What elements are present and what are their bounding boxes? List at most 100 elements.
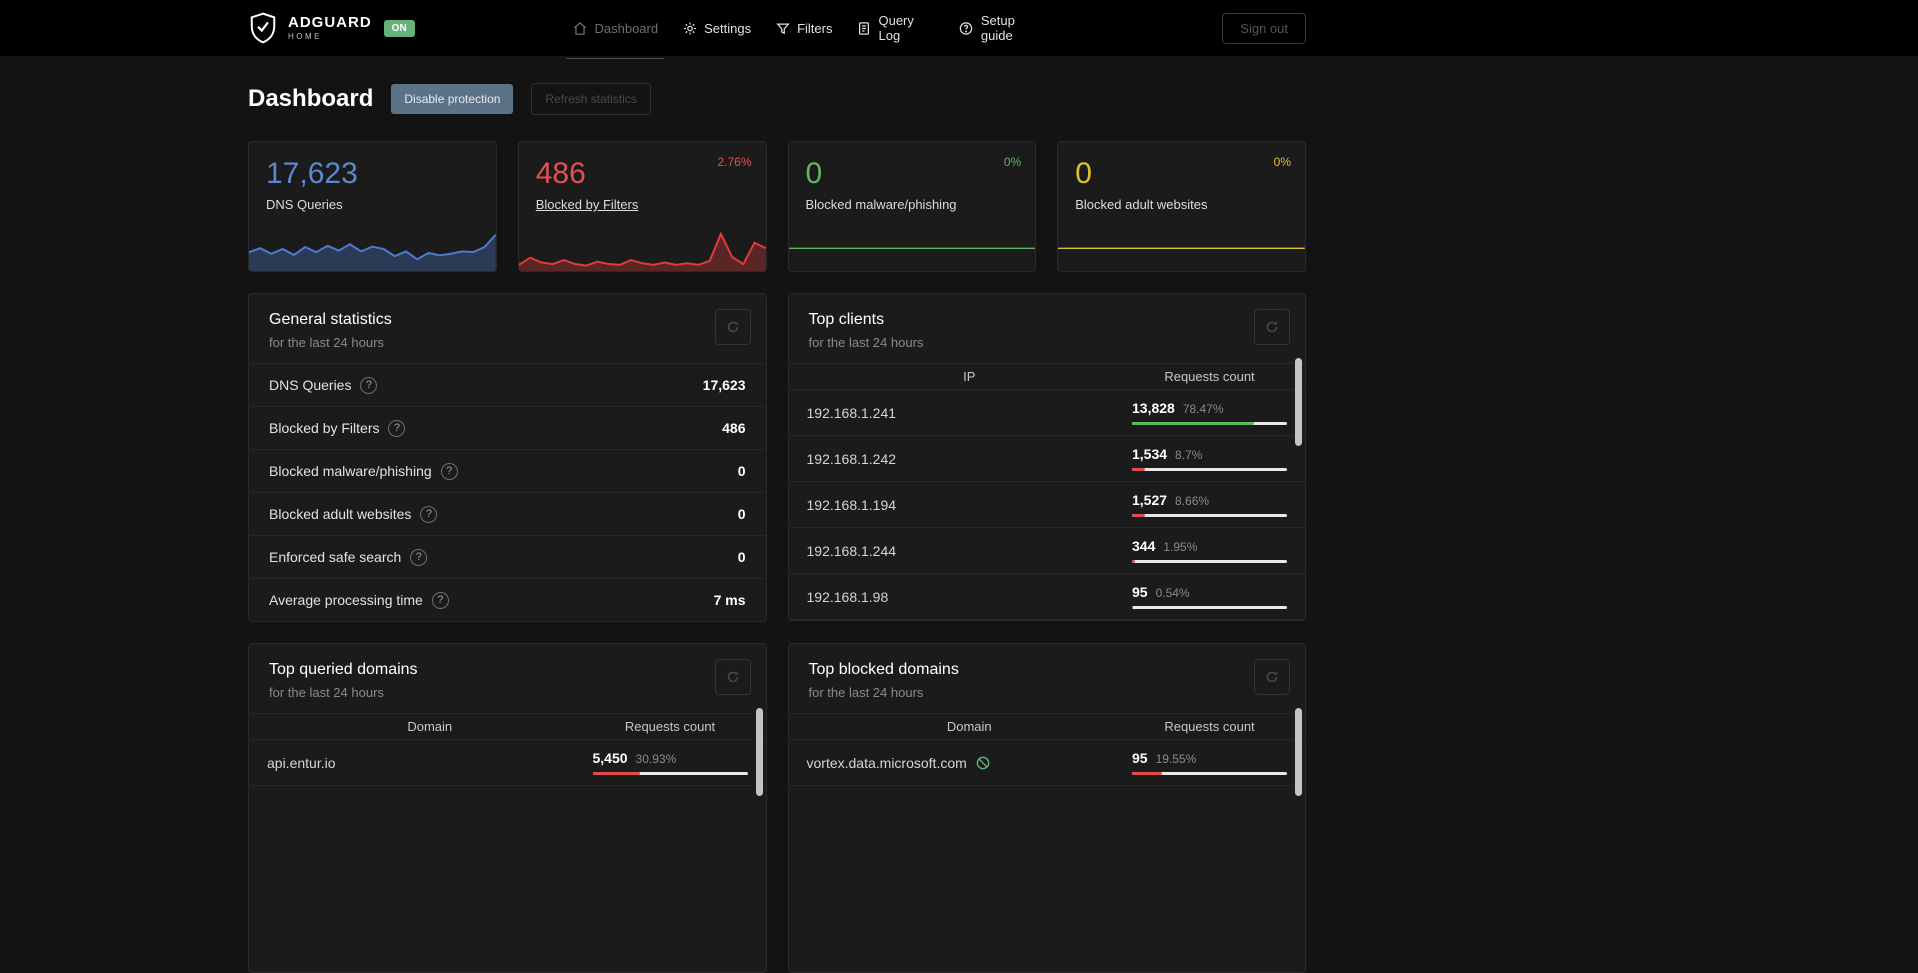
nav-item-dashboard[interactable]: Dashboard (561, 0, 671, 59)
blocked-malware-sparkline (789, 241, 1036, 249)
help-icon[interactable]: ? (440, 462, 458, 480)
card-title: General statistics (269, 311, 392, 328)
requests-count: 95 (1132, 584, 1148, 600)
nav-item-label: Query Log (878, 13, 914, 43)
stat-value: 17,623 (702, 377, 746, 393)
general-statistics-card: General statistics for the last 24 hours… (248, 293, 767, 622)
card-title: Top blocked domains (808, 661, 959, 678)
requests-count: 1,527 (1132, 492, 1168, 508)
refresh-icon-button[interactable] (714, 309, 751, 345)
client-ip[interactable]: 192.168.1.98 (806, 588, 889, 605)
card-subtitle: for the last 24 hours (269, 685, 384, 700)
nav-item-setup-guide[interactable]: Setup guide (947, 0, 1058, 56)
top-clients-card: Top clients for the last 24 hours IP Req… (787, 293, 1306, 621)
client-ip[interactable]: 192.168.1.242 (806, 450, 897, 467)
stat-label: DNS Queries (269, 377, 352, 393)
column-header-requests: Requests count (624, 719, 716, 734)
help-icon[interactable]: ? (360, 376, 378, 394)
refresh-icon (727, 321, 738, 333)
blocked-malware-label: Blocked malware/phishing (805, 197, 957, 212)
requests-bar (1132, 422, 1287, 425)
disable-protection-button[interactable]: Disable protection (391, 84, 514, 114)
requests-bar (1132, 606, 1287, 609)
requests-bar (1132, 514, 1287, 517)
blocked-adult-percent: 0% (1273, 155, 1291, 169)
dashboard-icon (573, 21, 588, 36)
unblock-domain-icon[interactable] (975, 755, 991, 771)
stat-value: 0 (737, 549, 746, 565)
requests-percent: 30.93% (635, 752, 677, 766)
brand-title: ADGUARD (288, 14, 372, 31)
stat-label: Average processing time (269, 592, 423, 608)
blocked-by-filters-value: 486 (535, 157, 586, 190)
client-row: 192.168.1.194 1,527 8.66% (788, 482, 1305, 528)
refresh-statistics-button[interactable]: Refresh statistics (531, 83, 651, 115)
refresh-icon-button[interactable] (1254, 659, 1290, 695)
requests-percent: 8.66% (1175, 494, 1210, 508)
help-icon[interactable]: ? (410, 548, 428, 566)
requests-count: 1,534 (1132, 446, 1168, 462)
scrollbar[interactable] (1295, 708, 1302, 796)
help-icon[interactable]: ? (431, 591, 449, 609)
stat-row: Blocked adult websites? 0 (249, 492, 766, 535)
stat-label: Enforced safe search (269, 549, 402, 565)
nav-item-settings[interactable]: Settings (670, 0, 763, 56)
requests-count: 344 (1132, 538, 1156, 554)
domain-name[interactable]: vortex.data.microsoft.com (806, 754, 967, 771)
help-icon[interactable]: ? (388, 419, 406, 437)
client-ip[interactable]: 192.168.1.241 (806, 404, 897, 421)
domain-name[interactable]: api.entur.io (267, 754, 336, 771)
card-title: Top queried domains (269, 661, 418, 678)
stat-value: 486 (722, 420, 746, 436)
nav-menu: Dashboard Settings Filters Query Log (561, 0, 1058, 59)
brand-subtitle: HOME (288, 32, 322, 41)
domain-row: vortex.data.microsoft.com 95 19.55% (788, 740, 1305, 786)
scrollbar[interactable] (755, 708, 763, 796)
column-header-requests: Requests count (1164, 719, 1255, 734)
top-blocked-domains-card: Top blocked domains for the last 24 hour… (787, 643, 1306, 973)
scrollbar[interactable] (1295, 358, 1302, 446)
requests-percent: 8.7% (1175, 448, 1203, 462)
blocked-adult-value: 0 (1075, 157, 1092, 190)
requests-percent: 0.54% (1155, 586, 1190, 600)
requests-bar (1132, 560, 1287, 563)
nav-item-label: Filters (797, 20, 833, 36)
stat-label: Blocked malware/phishing (269, 463, 432, 479)
nav-item-filters[interactable]: Filters (763, 0, 844, 56)
dns-queries-card: 17,623 DNS Queries (248, 141, 497, 272)
stat-value: 7 ms (713, 592, 746, 608)
requests-count: 95 (1132, 750, 1148, 766)
column-header-ip: IP (963, 369, 976, 384)
stat-row: Average processing time? 7 ms (249, 578, 766, 621)
nav-item-query-log[interactable]: Query Log (844, 0, 946, 56)
column-header-requests: Requests count (1164, 369, 1255, 384)
column-header-domain: Domain (946, 719, 992, 734)
stat-row: Enforced safe search? 0 (249, 535, 766, 578)
stat-value: 0 (737, 463, 746, 479)
blocked-by-filters-link[interactable]: Blocked by Filters (535, 197, 639, 212)
blocked-adult-card: 0% 0 Blocked adult websites (1057, 141, 1306, 272)
card-subtitle: for the last 24 hours (808, 685, 924, 700)
client-ip[interactable]: 192.168.1.244 (806, 542, 897, 559)
help-icon[interactable]: ? (420, 505, 438, 523)
requests-percent: 78.47% (1182, 402, 1224, 416)
domain-row: api.entur.io 5,450 30.93% (249, 740, 766, 786)
requests-bar (1132, 772, 1287, 775)
top-navbar: ADGUARD HOME ON Dashboard Settings (0, 0, 1918, 59)
stat-row: Blocked by Filters? 486 (249, 406, 766, 449)
adguard-home-logo[interactable]: ADGUARD HOME ON (248, 11, 415, 45)
stat-value: 0 (737, 506, 746, 522)
requests-count: 5,450 (592, 750, 628, 766)
blocked-malware-card: 0% 0 Blocked malware/phishing (787, 141, 1037, 272)
client-ip[interactable]: 192.168.1.194 (806, 496, 897, 513)
requests-count: 13,828 (1132, 400, 1175, 416)
filter-icon (775, 21, 790, 36)
sign-out-button[interactable]: Sign out (1222, 12, 1306, 44)
refresh-icon-button[interactable] (714, 659, 751, 695)
refresh-icon-button[interactable] (1254, 309, 1290, 345)
requests-percent: 1.95% (1163, 540, 1198, 554)
card-title: Top clients (808, 311, 885, 328)
refresh-icon (1266, 671, 1278, 683)
refresh-icon (727, 671, 738, 683)
help-icon (959, 21, 974, 36)
